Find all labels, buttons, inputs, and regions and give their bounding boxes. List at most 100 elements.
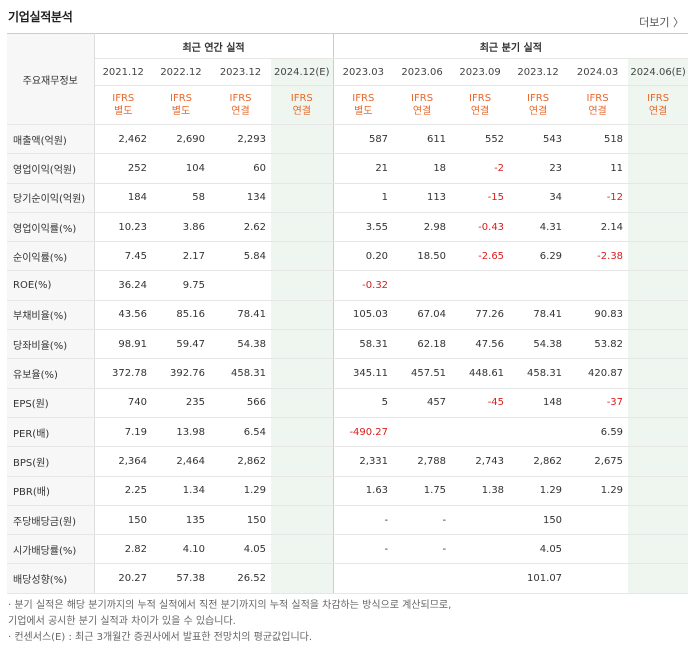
- type-basis: 연결: [648, 106, 668, 117]
- value-cell: 18.50: [393, 241, 452, 272]
- value-cell: [271, 270, 334, 301]
- value-cell: 2,675: [567, 446, 629, 477]
- period-header: 2023.03: [333, 58, 394, 86]
- value-cell: [271, 417, 334, 448]
- type-basis: 연결: [528, 106, 548, 117]
- value-cell: [271, 241, 334, 272]
- value-cell: 13.98: [152, 417, 210, 448]
- value-cell: [451, 563, 510, 594]
- value-cell: 150: [509, 504, 568, 536]
- value-cell: 4.10: [152, 534, 210, 565]
- row-label: BPS(원): [7, 446, 95, 477]
- value-cell: 4.05: [509, 534, 568, 565]
- row-header-label: 주요재무정보: [7, 33, 95, 125]
- value-cell: 2.98: [393, 211, 452, 243]
- value-cell: 2,862: [210, 446, 271, 477]
- value-cell: [271, 299, 334, 331]
- value-cell: 1.63: [333, 476, 394, 506]
- value-cell: [210, 270, 271, 301]
- type-standard: IFRS: [527, 93, 550, 104]
- value-cell: 1.38: [451, 476, 510, 506]
- footnotes: · 분기 실적은 해당 분기까지의 누적 실적에서 직전 분기까지의 누적 실적…: [8, 598, 451, 646]
- value-cell: 3.55: [333, 211, 394, 243]
- value-cell: 113: [393, 183, 452, 213]
- value-cell: [628, 270, 689, 301]
- type-standard: IFRS: [170, 93, 192, 104]
- table-row: 순이익률(%) 7.45 2.17 5.84 0.20 18.50 -2.65 6.29 -2.…: [7, 241, 689, 272]
- value-cell: [451, 504, 510, 536]
- value-cell: [567, 563, 629, 594]
- period-header: 2024.03: [567, 58, 629, 86]
- value-cell: [271, 504, 334, 536]
- value-cell: [271, 563, 334, 594]
- value-cell: [628, 241, 689, 272]
- table-row: 영업이익(억원) 252 104 60 21 18 -2 23 11: [7, 153, 689, 184]
- value-cell: 62.18: [393, 329, 452, 360]
- footnote-2: 기업에서 공시한 분기 실적과 차이가 있을 수 있습니다.: [8, 616, 236, 627]
- value-cell: 134: [210, 183, 271, 213]
- value-cell: 372.78: [94, 358, 152, 389]
- period-header: 2021.12: [94, 58, 152, 86]
- type-standard: IFRS: [647, 93, 670, 104]
- value-cell: -0.32: [333, 270, 394, 301]
- value-cell: 98.91: [94, 329, 152, 360]
- more-link[interactable]: 더보기 〉: [639, 16, 684, 29]
- value-cell: [628, 534, 689, 565]
- value-cell: 518: [567, 123, 629, 155]
- value-cell: 20.27: [94, 563, 152, 594]
- value-cell: 345.11: [333, 358, 394, 389]
- value-cell: 148: [509, 387, 568, 418]
- row-label: 영업이익(억원): [7, 153, 95, 184]
- value-cell: 59.47: [152, 329, 210, 360]
- value-cell: 1.29: [509, 476, 568, 506]
- value-cell: 6.54: [210, 417, 271, 448]
- value-cell: 457: [393, 387, 452, 418]
- value-cell: [628, 183, 689, 213]
- value-cell: 2,462: [94, 123, 152, 155]
- row-label: 매출액(억원): [7, 123, 95, 155]
- value-cell: [271, 358, 334, 389]
- value-cell: [271, 534, 334, 565]
- value-cell: 2,331: [333, 446, 394, 477]
- value-cell: 78.41: [210, 299, 271, 331]
- accounting-type-header: IFRS 연결: [628, 85, 689, 125]
- value-cell: 5: [333, 387, 394, 418]
- value-cell: 587: [333, 123, 394, 155]
- value-cell: [333, 563, 394, 594]
- value-cell: 85.16: [152, 299, 210, 331]
- value-cell: 7.45: [94, 241, 152, 272]
- value-cell: [393, 417, 452, 448]
- value-cell: -2.38: [567, 241, 629, 272]
- table-row: 시가배당률(%) 2.82 4.10 4.05- -4.05: [7, 534, 689, 565]
- value-cell: [628, 446, 689, 477]
- value-cell: 458.31: [509, 358, 568, 389]
- value-cell: -490.27: [333, 417, 394, 448]
- period-header: 2023.12: [210, 58, 271, 86]
- value-cell: 2,364: [94, 446, 152, 477]
- period-header: 2023.09: [451, 58, 510, 86]
- value-cell: 235: [152, 387, 210, 418]
- value-cell: [271, 123, 334, 155]
- value-cell: 150: [210, 504, 271, 536]
- value-cell: 2.25: [94, 476, 152, 506]
- table-row: EPS(원) 740 235 566 5 457 -45 148 -37: [7, 387, 689, 418]
- row-label: 유보율(%): [7, 358, 95, 389]
- value-cell: 6.59: [567, 417, 629, 448]
- value-cell: 2.17: [152, 241, 210, 272]
- accounting-type-header: IFRS 연결: [567, 85, 629, 125]
- value-cell: 611: [393, 123, 452, 155]
- value-cell: 2.14: [567, 211, 629, 243]
- row-label: 순이익률(%): [7, 241, 95, 272]
- accounting-type-header: IFRS 연결: [509, 85, 568, 125]
- row-label: PBR(배): [7, 476, 95, 506]
- value-cell: -2.65: [451, 241, 510, 272]
- value-cell: -15: [451, 183, 510, 213]
- period-header: 2023.12: [509, 58, 568, 86]
- value-cell: 1.34: [152, 476, 210, 506]
- row-label: 시가배당률(%): [7, 534, 95, 565]
- value-cell: 2,293: [210, 123, 271, 155]
- value-cell: 9.75: [152, 270, 210, 301]
- footnote-3: · 컨센서스(E) : 최근 3개월간 증권사에서 발표한 전망치의 평균값입니…: [8, 632, 313, 643]
- table-row: ROE(%) 36.24 9.75 -0.32: [7, 270, 689, 301]
